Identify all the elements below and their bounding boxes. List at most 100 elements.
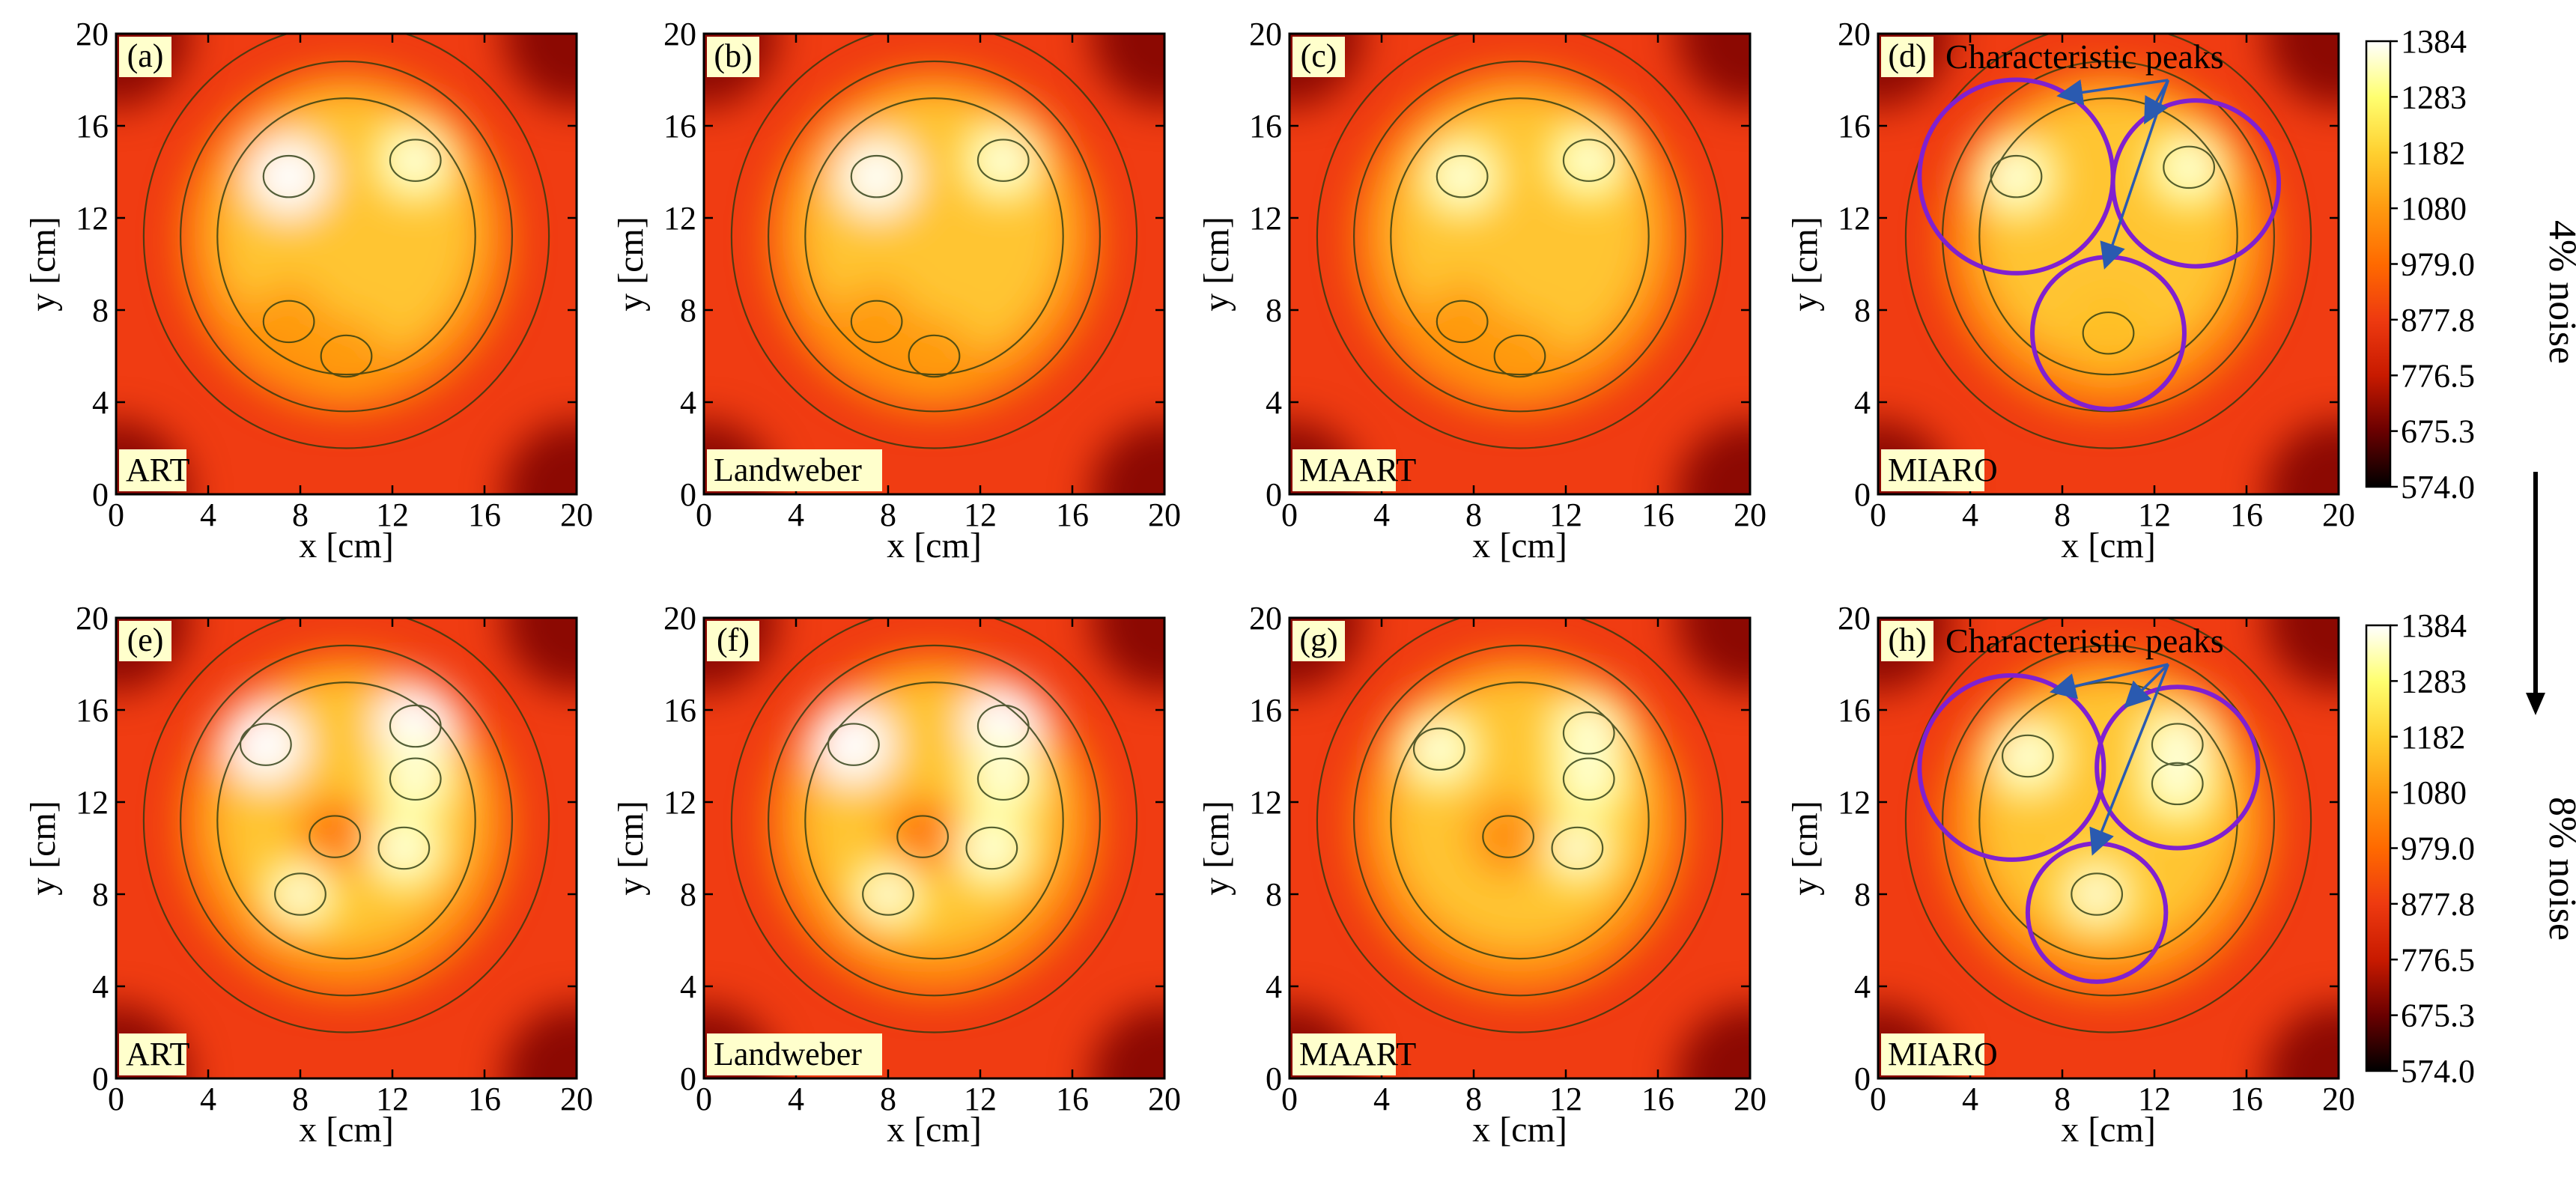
colorbar-tick-label: 877.8 [2401, 302, 2475, 339]
y-tick-label: 8 [92, 292, 109, 329]
y-tick-label: 8 [1854, 292, 1871, 329]
y-tick-label: 20 [1249, 600, 1282, 637]
y-tick-label: 4 [1854, 968, 1871, 1005]
x-tick-label: 12 [964, 1081, 997, 1117]
colorbar-tick-label: 675.3 [2401, 413, 2475, 450]
colorbar-tick-label: 979.0 [2401, 246, 2475, 283]
contour-peak [976, 139, 1030, 182]
x-tick-label: 12 [376, 1081, 409, 1117]
y-tick-label: 12 [663, 784, 696, 821]
method-label: MIARO [1881, 449, 1998, 491]
panel-label: (e) [119, 621, 171, 661]
heatmap-corner [2264, 618, 2339, 692]
x-tick-label: 20 [1734, 1081, 1767, 1117]
y-axis-label: y [cm] [1785, 801, 1825, 896]
peak-circle [2094, 684, 2261, 851]
x-axis-label: x [cm] [887, 1110, 982, 1150]
method-label-text: MAART [1299, 452, 1416, 488]
colorbar-tick-label: 776.5 [2401, 357, 2475, 394]
contour-ring [1316, 34, 1724, 449]
x-tick-label: 20 [2322, 1081, 2355, 1117]
contour-ring [730, 618, 1138, 1033]
x-tick-label: 0 [1281, 497, 1298, 533]
heatmap-corner [2264, 420, 2339, 494]
contour-peak [1990, 154, 2043, 198]
heatmap-peak-core [2157, 723, 2199, 765]
x-tick-label: 16 [2230, 1081, 2263, 1117]
heatmap-corner [1676, 34, 1750, 108]
contour-ring [1904, 34, 2312, 449]
contour-peak [2001, 734, 2054, 778]
contour-peak [976, 757, 1030, 801]
x-tick-label: 4 [788, 1081, 804, 1117]
heatmap-peak-core [1568, 712, 1610, 754]
heatmap-panel-8: 0 4 8 12 16 20 0 4 8 12 16 20 x [cm] y [cm] (h) MIARO Ch… [1785, 600, 2355, 1150]
x-tick-label: 4 [1962, 1081, 1978, 1117]
heatmap-peak [295, 797, 374, 876]
characteristic-peaks-annotation: Characteristic peaks [1917, 37, 2282, 412]
heatmap-peak-core [855, 155, 898, 198]
intensity-field [1354, 655, 1686, 996]
x-tick-label: 20 [1148, 497, 1181, 533]
panel-label-text: (h) [1888, 622, 1926, 658]
x-tick-label: 4 [788, 497, 804, 533]
intensity-field [768, 70, 1100, 412]
contour-peak [908, 334, 961, 378]
contour-ring [142, 34, 550, 449]
colorbar-tick-label: 574.0 [2401, 1053, 2475, 1090]
y-axis-label: y [cm] [1197, 801, 1236, 896]
plot-frame [1877, 32, 2340, 496]
contour-peak [389, 757, 442, 801]
heatmap-corner [1090, 618, 1164, 692]
panel-label: (d) [1881, 37, 1933, 77]
contour-peak [2071, 872, 2124, 916]
noise-label-4: 4% noise [2541, 220, 2576, 364]
contour-lines [142, 618, 550, 1033]
x-tick-label: 0 [696, 1081, 712, 1117]
heatmap-corner [1090, 420, 1164, 494]
method-label-text: MAART [1299, 1036, 1416, 1072]
axis-ticks: 0 4 8 12 16 20 0 4 8 12 16 20 [76, 16, 593, 533]
x-tick-label: 0 [108, 1081, 124, 1117]
contour-peak [262, 300, 315, 344]
contour-peak [1562, 757, 1615, 801]
panel-label-bg [119, 37, 171, 77]
heatmap-peak-core [383, 827, 425, 869]
panel-label-bg [1881, 37, 1933, 77]
x-tick-label: 8 [2054, 1081, 2071, 1117]
y-tick-label: 20 [1838, 600, 1871, 637]
contour-ring [767, 644, 1101, 997]
x-tick-label: 12 [376, 497, 409, 533]
annotation-arrow [2100, 79, 2170, 270]
method-label-text: MIARO [1888, 1036, 1998, 1072]
heatmap-panel-3: 0 4 8 12 16 20 0 4 8 12 16 20 x [cm] y [cm] (c) MAART [1197, 16, 1767, 565]
contour-peak [862, 872, 914, 916]
panel-label: (g) [1292, 621, 1345, 661]
panel-label: (c) [1292, 37, 1345, 77]
y-axis-label: y [cm] [23, 801, 63, 896]
heatmap-panel-1: 0 4 8 12 16 20 0 4 8 12 16 20 x [cm] y [cm] (a) ART [23, 16, 593, 565]
contour-peak [850, 154, 903, 198]
contour-lines [1316, 618, 1724, 1033]
axis-ticks: 0 4 8 12 16 20 0 4 8 12 16 20 [76, 600, 593, 1117]
panel-label-text: (f) [717, 622, 750, 658]
contour-ring [216, 681, 476, 960]
colorbar-tick-label: 1182 [2401, 135, 2465, 171]
y-tick-label: 16 [663, 692, 696, 729]
y-tick-label: 8 [680, 876, 696, 913]
heatmap-peak-core [833, 723, 875, 765]
y-tick-label: 8 [680, 292, 696, 329]
method-label: Landweber [707, 449, 882, 491]
y-tick-label: 8 [1266, 876, 1282, 913]
x-axis-label: x [cm] [299, 1110, 394, 1150]
panel-label-bg [707, 37, 759, 77]
y-tick-label: 8 [1854, 876, 1871, 913]
x-tick-label: 8 [880, 1081, 896, 1117]
heatmap-peak [1423, 282, 1501, 361]
contour-peak [377, 826, 431, 870]
method-label-bg [1881, 1033, 1984, 1075]
x-tick-label: 8 [2054, 497, 2071, 533]
method-label-text: ART [126, 1036, 189, 1072]
contour-ring [1390, 681, 1650, 960]
y-tick-label: 16 [1249, 108, 1282, 145]
